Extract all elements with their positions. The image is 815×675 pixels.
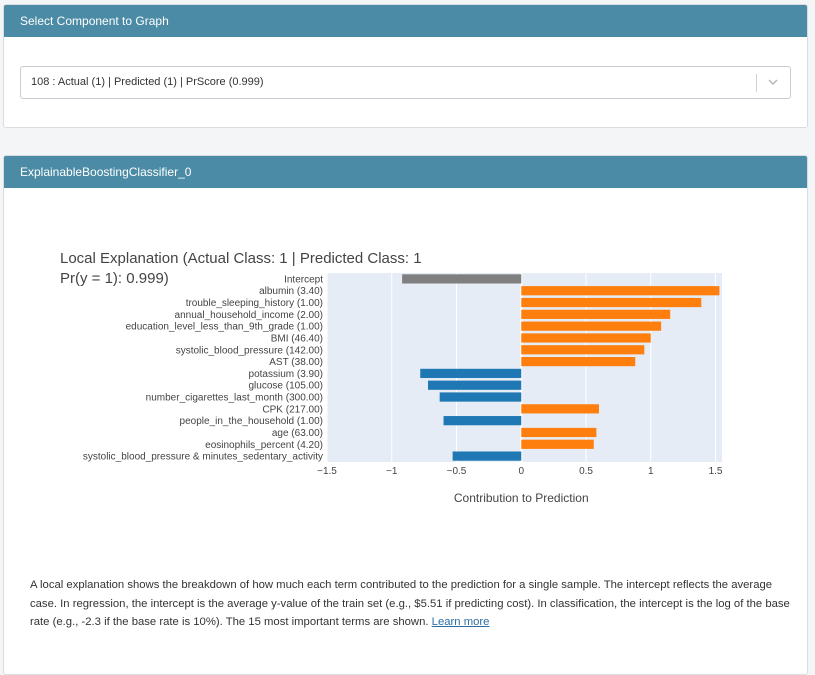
x-tick-labels: −1.5 −1 −0.5 0 0.5 1 1.5 [317, 466, 723, 477]
y-tick-label: Intercept [284, 274, 323, 285]
bar [428, 380, 522, 390]
y-tick-label: systolic_blood_pressure (142.00) [176, 345, 323, 356]
y-tick-label: BMI (46.40) [271, 333, 323, 344]
bar [521, 333, 651, 343]
y-tick-label: annual_household_income (2.00) [175, 310, 323, 321]
x-tick-label: −0.5 [447, 466, 467, 477]
explanation-card-header: ExplainableBoostingClassifier_0 [4, 156, 807, 188]
y-tick-label: education_level_less_than_9th_grade (1.0… [126, 322, 323, 333]
bar [443, 416, 522, 426]
y-tick-label: CPK (217.00) [262, 404, 323, 415]
select-component-card: Select Component to Graph 108 : Actual (… [3, 4, 808, 128]
bars [402, 274, 720, 461]
y-tick-label: eosinophils_percent (4.20) [205, 440, 323, 451]
y-tick-label: systolic_blood_pressure & minutes_sedent… [83, 452, 323, 463]
description-body: A local explanation shows the breakdown … [30, 579, 790, 628]
y-tick-label: age (63.00) [272, 428, 323, 439]
learn-more-link[interactable]: Learn more [431, 616, 490, 628]
bar [521, 404, 599, 414]
chart-title-line1: Local Explanation (Actual Class: 1 | Pre… [60, 250, 422, 267]
description-text: A local explanation shows the breakdown … [30, 576, 790, 632]
x-tick-label: 1.5 [709, 466, 723, 477]
bar [521, 439, 594, 449]
select-separator [756, 74, 757, 92]
chart-title-line2: Pr(y = 1): 0.999) [60, 270, 169, 287]
x-tick-label: 0 [518, 466, 524, 477]
y-tick-label: AST (38.00) [269, 357, 323, 368]
x-tick-label: −1.5 [317, 466, 337, 477]
x-tick-label: −1 [386, 466, 398, 477]
select-card-header: Select Component to Graph [4, 5, 807, 37]
bar [521, 309, 671, 319]
bar [521, 345, 645, 355]
bar [439, 392, 522, 402]
bar [402, 274, 522, 284]
y-tick-label: albumin (3.40) [259, 286, 323, 297]
bar [521, 427, 597, 438]
y-tick-label: potassium (3.90) [249, 369, 323, 380]
chevron-down-icon[interactable] [766, 75, 780, 89]
component-select-value: 108 : Actual (1) | Predicted (1) | PrSco… [31, 76, 264, 88]
bar [452, 451, 522, 461]
local-explanation-chart: Local Explanation (Actual Class: 1 | Pre… [60, 250, 723, 505]
x-axis-label: Contribution to Prediction [454, 491, 589, 505]
y-tick-label: people_in_the_household (1.00) [180, 416, 323, 427]
y-tick-label: trouble_sleeping_history (1.00) [186, 298, 323, 309]
x-tick-label: 0.5 [579, 466, 593, 477]
y-tick-label: number_cigarettes_last_month (300.00) [146, 393, 323, 404]
bar [521, 321, 662, 331]
bar [420, 368, 522, 379]
explanation-card: ExplainableBoostingClassifier_0 Local Ex… [3, 155, 808, 675]
bar [521, 356, 636, 367]
component-select[interactable]: 108 : Actual (1) | Predicted (1) | PrSco… [20, 66, 791, 99]
bar [521, 286, 720, 296]
bar [521, 297, 702, 308]
y-tick-label: glucose (105.00) [249, 381, 324, 392]
x-tick-label: 1 [648, 466, 654, 477]
